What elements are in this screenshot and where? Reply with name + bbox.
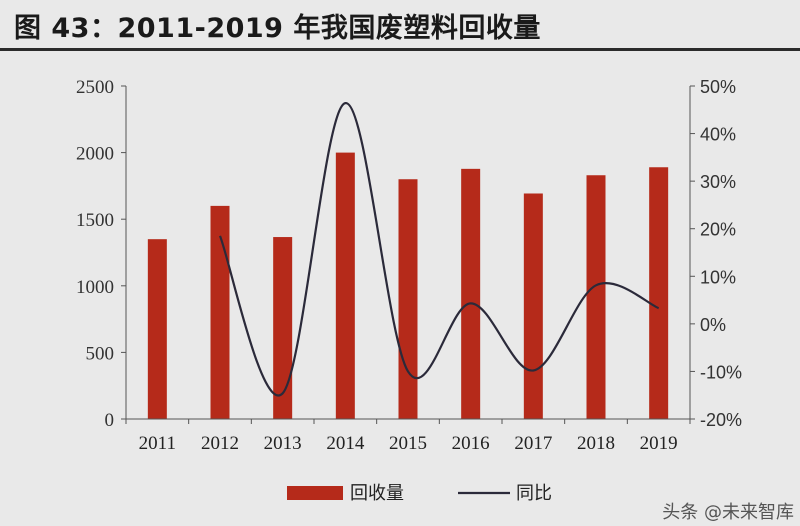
chart: 0 500 1000 1500 2000 2500 -20% -10% 0% 10% 20% 30% 4…: [76, 77, 742, 504]
title-divider: [0, 48, 800, 51]
left-tick-label: 1000: [76, 277, 114, 298]
right-tick-label: 0%: [700, 315, 726, 335]
bar-2018: [586, 175, 606, 419]
right-tick-label: 40%: [700, 125, 736, 145]
axes-layer: 0 500 1000 1500 2000 2500 -20% -10% 0% 10% 20% 30% 4…: [76, 77, 742, 454]
left-tick-label: 2000: [76, 144, 114, 165]
bars-layer: [147, 152, 669, 419]
right-tick-label: -20%: [700, 410, 742, 430]
bar-2015: [398, 179, 418, 419]
left-tick-label: 500: [86, 343, 115, 364]
x-tick-label: 2018: [577, 433, 615, 454]
line-layer: [218, 102, 660, 397]
x-tick-label: 2014: [326, 433, 365, 454]
bar-2012: [210, 205, 230, 419]
title-bar: 图 43：2011-2019 年我国废塑料回收量: [0, 0, 800, 48]
chart-title: 图 43：2011-2019 年我国废塑料回收量: [14, 13, 541, 44]
right-tick-label: 20%: [700, 220, 736, 240]
x-tick-label: 2011: [139, 433, 176, 454]
x-tick-label: 2017: [514, 433, 552, 454]
legend-label-line: 同比: [516, 483, 552, 504]
bar-2016: [461, 168, 481, 419]
right-tick-label: -10%: [700, 362, 742, 382]
bar-2014: [335, 152, 355, 419]
legend-label-bar: 回收量: [350, 483, 404, 504]
x-tick-label: 2015: [389, 433, 427, 454]
legend-swatch-bar: [287, 486, 343, 500]
series-line-yoy: [218, 102, 660, 397]
right-tick-label: 30%: [700, 172, 736, 192]
left-tick-label: 1500: [76, 210, 114, 231]
right-tick-label: 10%: [700, 267, 736, 287]
x-tick-label: 2013: [264, 433, 302, 454]
left-tick-label: 2500: [76, 77, 114, 98]
x-tick-label: 2019: [640, 433, 678, 454]
bar-2017: [523, 193, 543, 419]
watermark: 头条 @未来智库: [662, 502, 794, 523]
x-tick-label: 2012: [201, 433, 239, 454]
left-tick-label: 0: [105, 410, 115, 431]
x-tick-label: 2016: [452, 433, 490, 454]
right-tick-label: 50%: [700, 77, 736, 97]
bar-2013: [273, 237, 293, 419]
bar-2019: [649, 167, 669, 419]
legend: 回收量 同比: [287, 483, 552, 504]
bar-2011: [147, 239, 167, 419]
